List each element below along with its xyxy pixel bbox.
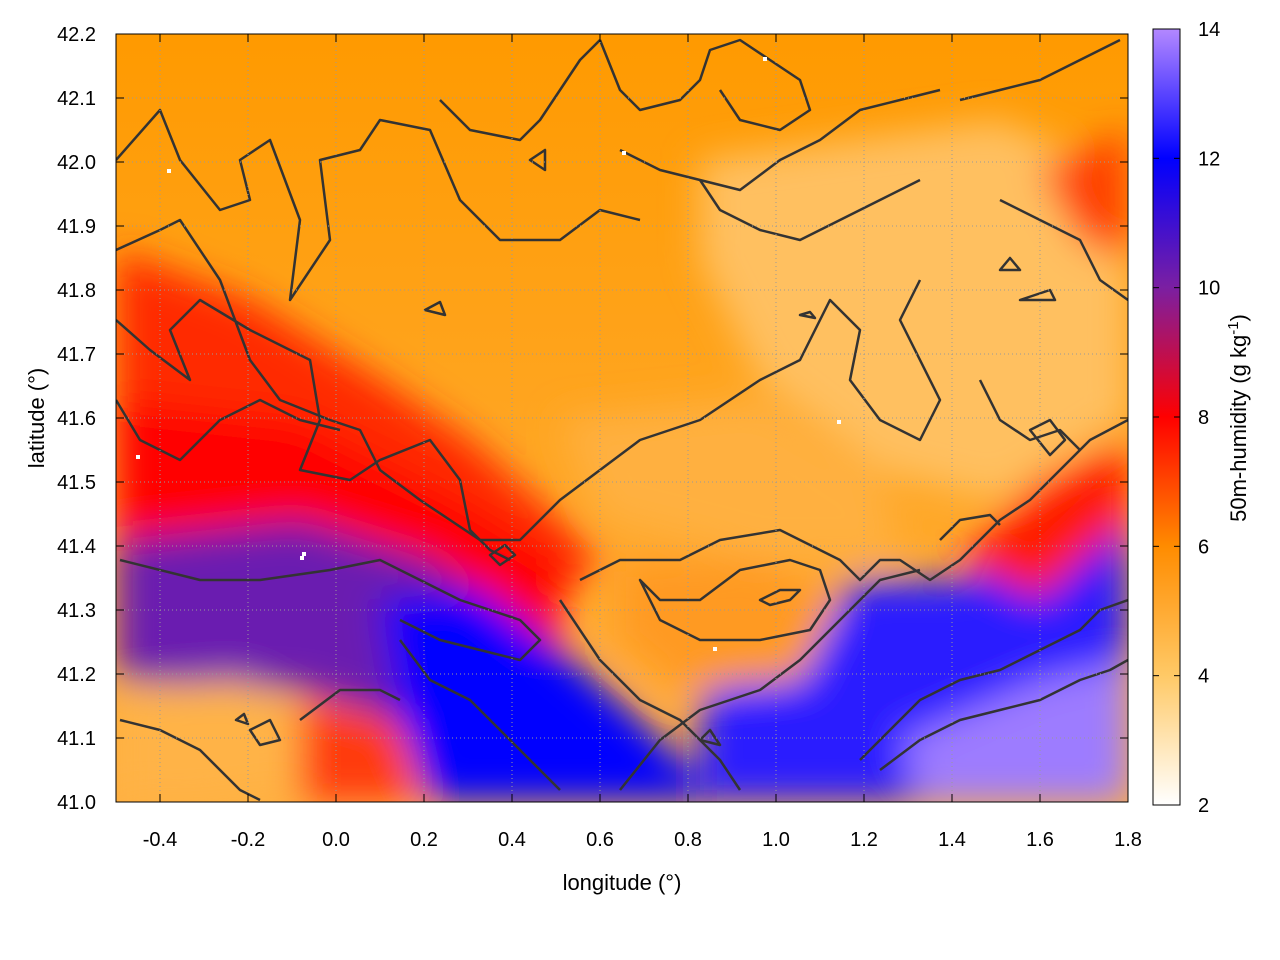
contour-line (758, 588, 802, 607)
station-marker (622, 151, 626, 155)
field-red-northeast (1040, 130, 1128, 260)
contour-line (488, 543, 517, 567)
x-tick-label: 1.6 (1026, 829, 1054, 851)
colorbar-tick-label: 8 (1198, 407, 1209, 429)
contour-line (528, 148, 547, 172)
x-tick-label: 1.8 (1114, 829, 1142, 851)
contour-line (116, 108, 641, 302)
y-tick-label: 41.0 (57, 792, 96, 814)
colorbar-tick-label: 6 (1198, 536, 1209, 558)
contour-line (1028, 418, 1067, 457)
field-dry-center (560, 400, 900, 560)
field-orange-basin (620, 560, 840, 690)
station-marker (763, 57, 767, 61)
y-tick-label: 41.4 (57, 536, 96, 558)
contour-line (598, 38, 812, 132)
y-tick-label: 41.9 (57, 216, 96, 238)
contour-line (998, 256, 1022, 272)
contour-line (439, 39, 601, 142)
contour-line (999, 198, 1128, 302)
contour-line (558, 599, 742, 791)
colorbar-tick-label: 12 (1198, 148, 1220, 170)
contour-line (248, 718, 282, 747)
contour-line (959, 38, 1121, 102)
contour-line (879, 658, 1128, 771)
station-marker (300, 556, 304, 560)
station-marker (302, 552, 306, 556)
colorbar-label: 50m-humidity (g kg-1) (1225, 314, 1251, 522)
station-marker (713, 647, 717, 651)
y-axis-label: latitude (°) (24, 368, 49, 469)
x-tick-label: 0.8 (674, 829, 702, 851)
contour-line (116, 398, 341, 462)
x-tick-label: -0.4 (143, 829, 177, 851)
y-tick-label: 42.2 (57, 24, 96, 46)
field-red-east (960, 440, 1128, 600)
x-tick-label: 0.0 (322, 829, 350, 851)
x-tick-label: 0.2 (410, 829, 438, 851)
x-tick-label: 1.0 (762, 829, 790, 851)
contour-line (299, 688, 401, 721)
contour-line (234, 712, 250, 726)
humidity-field (116, 34, 1128, 802)
colorbar-ticks: 2 4 6 8 10 12 14 (1153, 19, 1220, 817)
field-red-south (300, 700, 420, 802)
x-axis-ticks: -0.4 -0.2 0.0 0.2 0.4 0.6 0.8 1.0 1.2 1.4 1.6 1.8 (143, 34, 1142, 851)
contour-line (116, 218, 942, 542)
station-marker (167, 169, 171, 173)
station-marker (837, 420, 841, 424)
colorbar-tick-label: 10 (1198, 278, 1220, 300)
x-tick-label: 0.4 (498, 829, 526, 851)
y-tick-label: 42.0 (57, 152, 96, 174)
contour-lines (116, 38, 1128, 802)
station-markers (136, 57, 841, 651)
contour-line (619, 568, 921, 791)
y-tick-label: 41.6 (57, 408, 96, 430)
colorbar-label-close: ) (1226, 314, 1251, 321)
y-tick-label: 41.5 (57, 472, 96, 494)
contour-line (1018, 288, 1057, 302)
y-tick-label: 41.1 (57, 728, 96, 750)
contour-line (119, 718, 261, 802)
field-lavender-southeast (900, 660, 1128, 802)
contour-line (978, 379, 1081, 451)
y-axis-ticks: 41.0 41.1 41.2 41.3 41.4 41.5 41.6 41.7 41.8 41.9… (57, 24, 1128, 814)
contour-line (116, 298, 511, 562)
x-tick-label: 1.2 (850, 829, 878, 851)
field-dry-northeast (700, 120, 1128, 500)
y-tick-label: 41.3 (57, 600, 96, 622)
x-tick-label: -0.2 (231, 829, 265, 851)
x-tick-label: 1.4 (938, 829, 966, 851)
field-blue-core (380, 590, 700, 802)
colorbar-tick-label: 4 (1198, 666, 1209, 688)
y-tick-label: 41.8 (57, 280, 96, 302)
contour-line (619, 88, 941, 192)
contour-line (698, 728, 722, 747)
station-marker (136, 455, 140, 459)
y-tick-label: 41.2 (57, 664, 96, 686)
colorbar-tick-label: 2 (1198, 795, 1209, 817)
contour-line (399, 639, 561, 791)
contour-line (423, 300, 447, 317)
contour-line (798, 310, 817, 320)
contour-line (698, 178, 921, 242)
contour-line (939, 513, 1001, 541)
colorbar-label-main: 50m-humidity (g kg (1226, 335, 1251, 522)
colorbar-label-exponent: -1 (1225, 321, 1242, 334)
colorbar-tick-label: 14 (1198, 19, 1220, 41)
contour-line (859, 598, 1128, 761)
contour-line (119, 558, 542, 662)
contour-line (638, 558, 832, 642)
field-dry-southwest (116, 680, 320, 802)
y-tick-label: 41.7 (57, 344, 96, 366)
x-tick-label: 0.6 (586, 829, 614, 851)
grid-lines (116, 34, 1128, 802)
y-tick-label: 42.1 (57, 88, 96, 110)
x-axis-label: longitude (°) (563, 870, 682, 895)
